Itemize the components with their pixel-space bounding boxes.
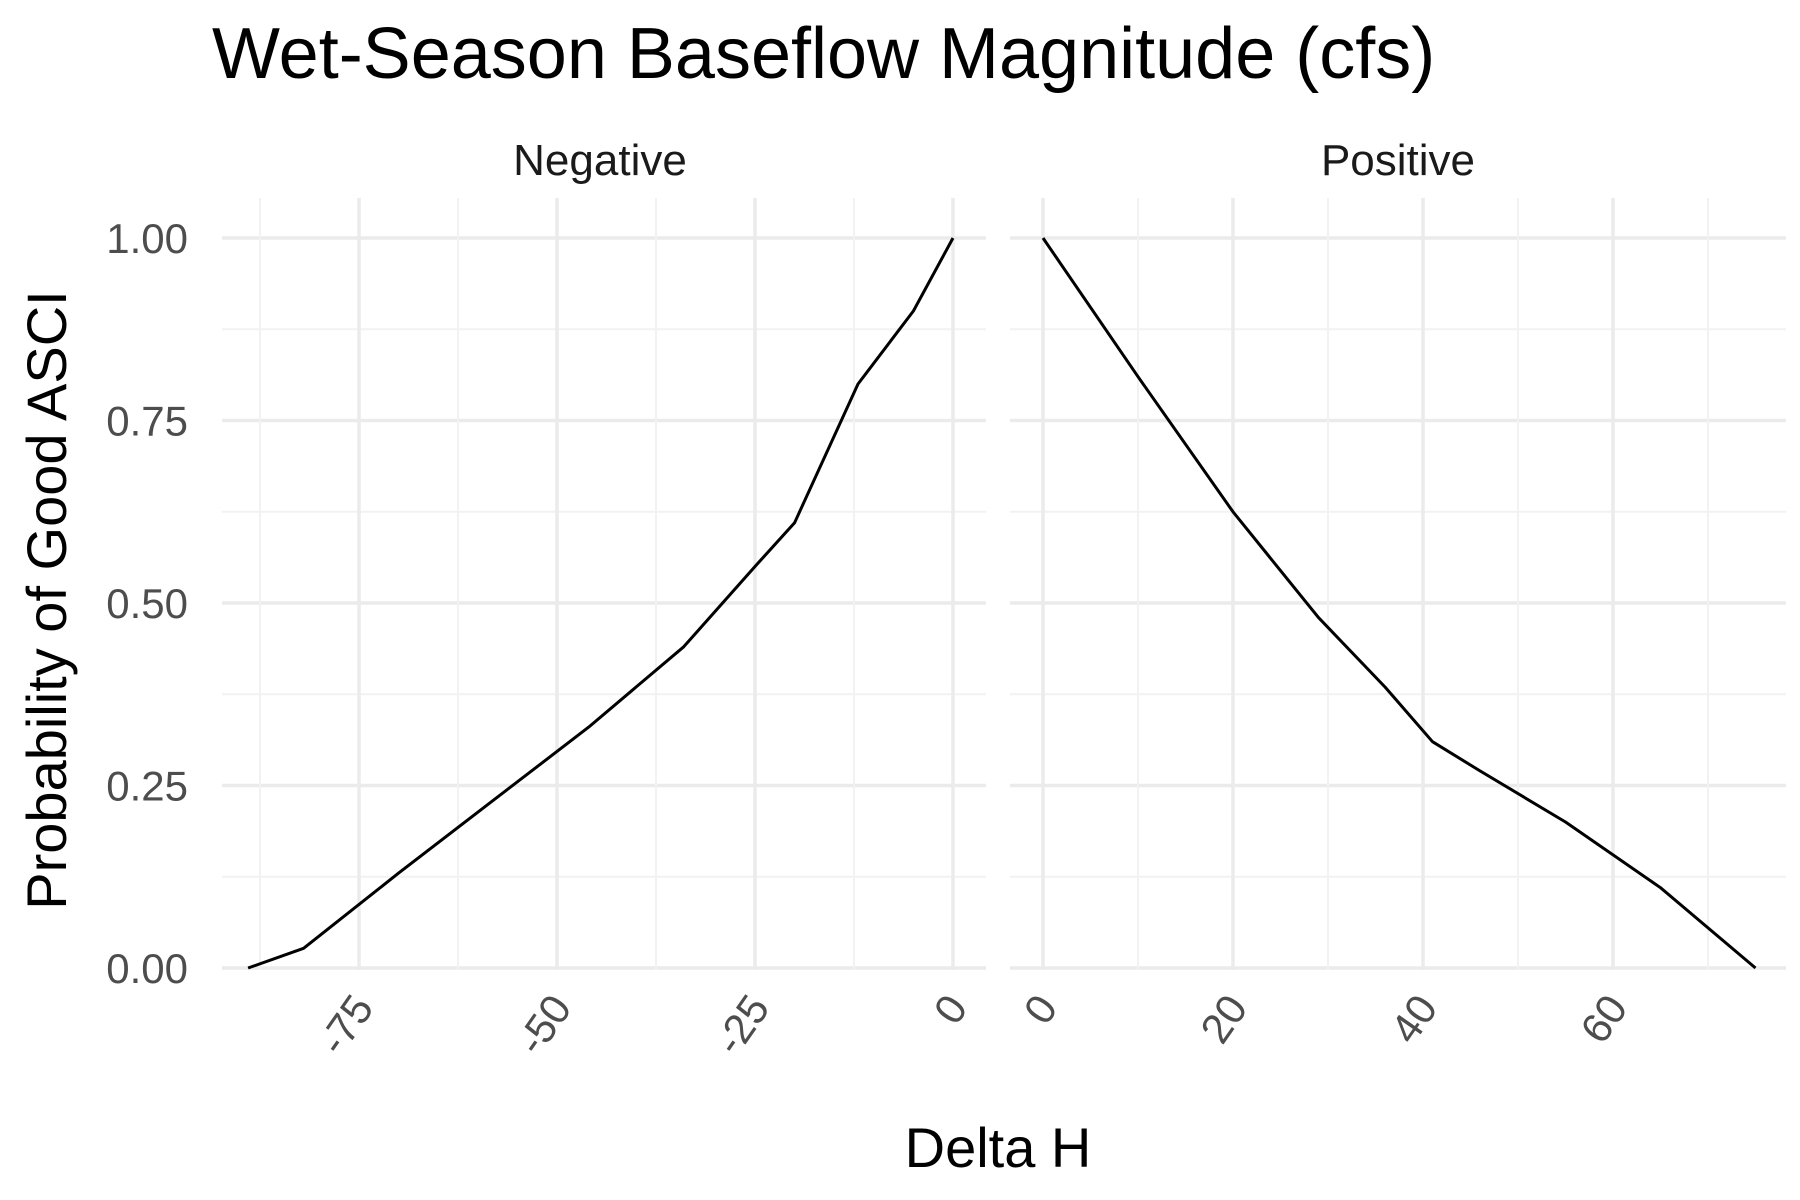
x-tick-label-negative: -75 bbox=[309, 986, 382, 1063]
x-tick-label-negative: 0 bbox=[924, 986, 976, 1032]
y-tick-label: 0.75 bbox=[106, 398, 188, 445]
y-axis-label: Probability of Good ASCI bbox=[15, 290, 78, 909]
y-tick-label: 1.00 bbox=[106, 215, 188, 262]
x-tick-label-positive: 20 bbox=[1191, 986, 1256, 1051]
chart-title: Wet-Season Baseflow Magnitude (cfs) bbox=[212, 14, 1435, 94]
x-tick-label-positive: 60 bbox=[1571, 986, 1636, 1051]
y-tick-label: 0.50 bbox=[106, 580, 188, 627]
facet-label-positive: Positive bbox=[1321, 136, 1475, 185]
x-tick-label-negative: -50 bbox=[507, 986, 580, 1063]
y-tick-label: 0.00 bbox=[106, 945, 188, 992]
facet-label-negative: Negative bbox=[513, 136, 687, 185]
facet-panel-positive: Positive 0 20 40 60 bbox=[1010, 136, 1786, 1051]
y-tick-label: 0.25 bbox=[106, 763, 188, 810]
gridlines-negative bbox=[222, 198, 986, 970]
y-tick-labels: 0.00 0.25 0.50 0.75 1.00 bbox=[106, 215, 188, 992]
x-tick-labels-negative: -75 -50 -25 0 bbox=[309, 986, 976, 1063]
x-tick-labels-positive: 0 20 40 60 bbox=[1014, 986, 1636, 1051]
x-tick-label-positive: 40 bbox=[1381, 986, 1446, 1051]
facet-panel-negative: Negative -75 -50 -25 0 bbox=[222, 136, 986, 1063]
x-axis-label: Delta H bbox=[905, 1116, 1092, 1179]
x-tick-label-positive: 0 bbox=[1014, 986, 1066, 1032]
probability-curve-positive bbox=[1041, 237, 1757, 970]
probability-curve-negative bbox=[247, 237, 955, 970]
gridlines-positive bbox=[1010, 198, 1786, 970]
x-tick-label-negative: -25 bbox=[705, 986, 778, 1063]
